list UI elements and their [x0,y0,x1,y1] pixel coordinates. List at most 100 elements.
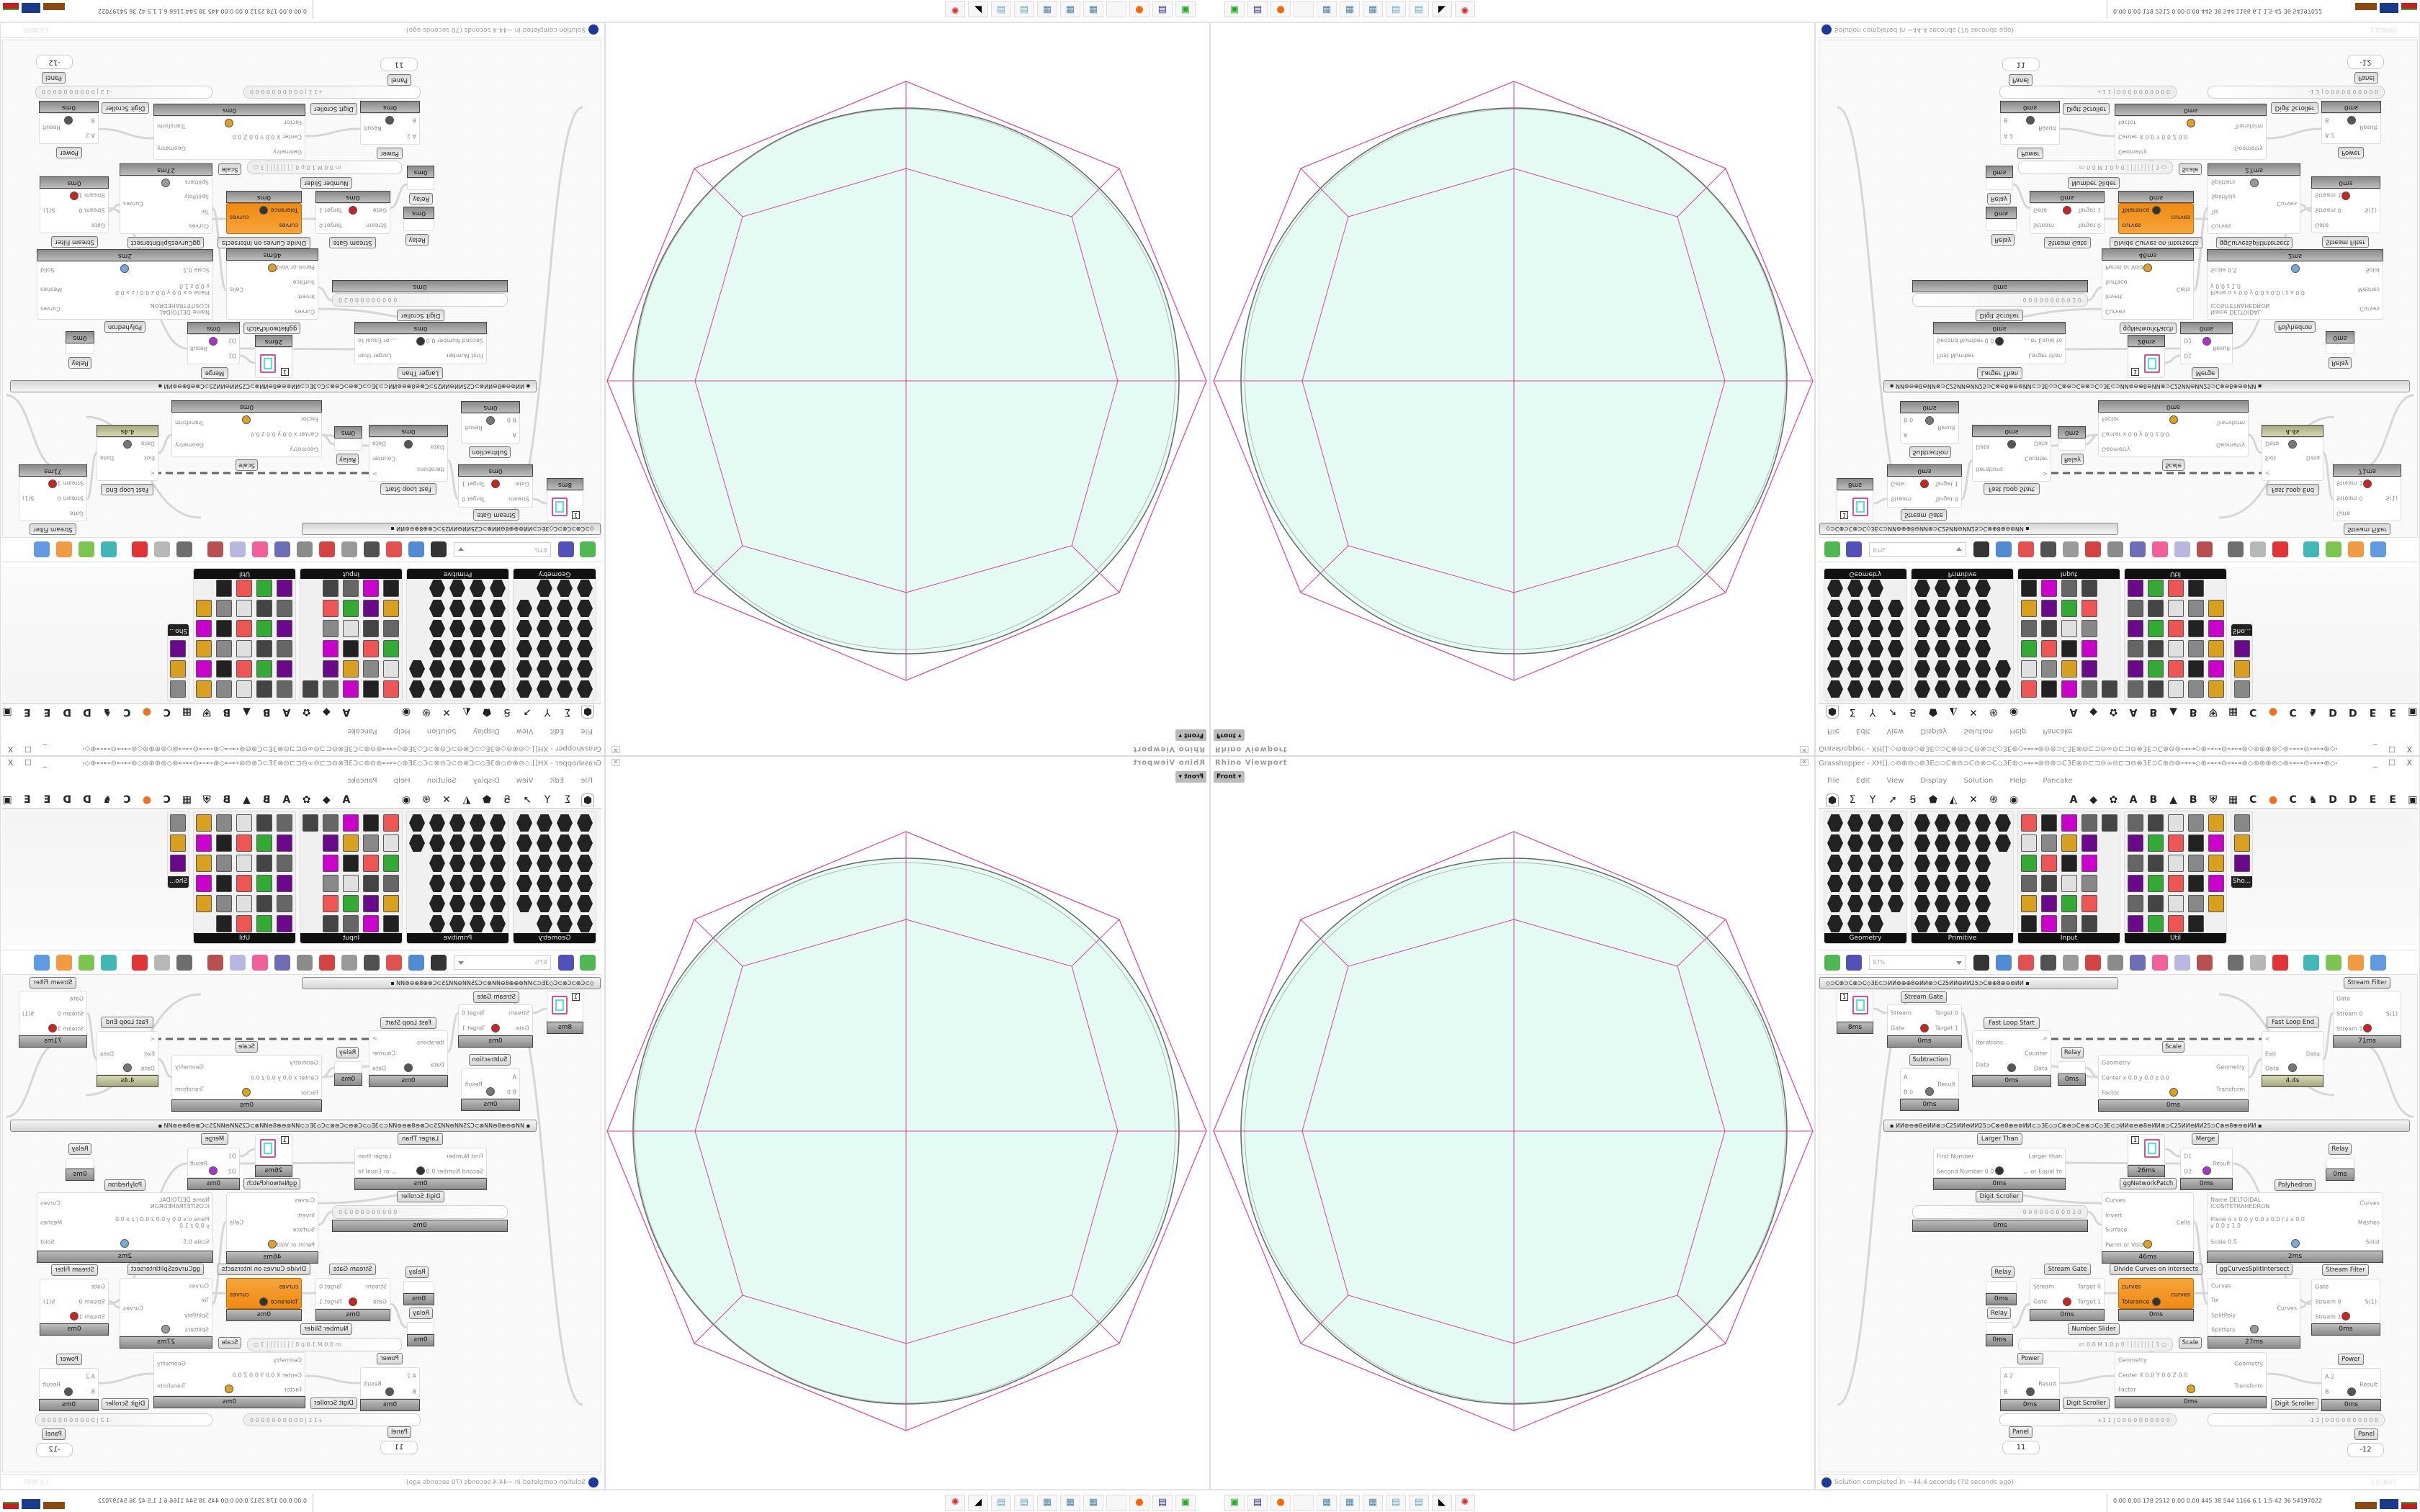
relay-label[interactable]: Relay [1987,193,2011,204]
tab-icon[interactable]: ◭ [1949,794,1958,806]
input-param[interactable]: < [150,469,155,477]
output-param[interactable]: Result [364,1380,382,1387]
output-param[interactable]: Transform [157,122,186,130]
output-param[interactable]: Solid [2365,267,2380,274]
larger-than-component[interactable]: First Number Second Number 0.0 Larger than… [354,334,487,364]
input-param[interactable]: Factor [2118,119,2136,126]
output-param[interactable]: Cells [2176,1219,2190,1226]
input-param[interactable]: Data [140,1065,155,1072]
input-param[interactable]: Gate [1891,480,1905,487]
input-param[interactable]: A [512,1074,516,1080]
ribbon-component-icon[interactable] [2128,855,2143,872]
input-param[interactable]: Splitters [2211,179,2236,186]
tab-icon[interactable]: ➚ [1888,794,1897,806]
input-param[interactable]: A 2 [2325,132,2335,139]
input-param[interactable]: SplitPoly [2211,193,2236,200]
stream-gate-label[interactable]: Stream Gate [473,509,519,521]
ribbon-component-icon[interactable] [2148,834,2164,852]
menu-view[interactable]: View [1886,777,1904,785]
ribbon-component-icon[interactable] [2148,915,2164,932]
input-param[interactable]: Surface [2105,279,2128,286]
input-param[interactable]: Curves [189,222,209,230]
input-param[interactable]: Perim or Void [2105,264,2144,271]
relay-component[interactable] [407,178,434,190]
ribbon-component-icon[interactable] [2128,834,2143,852]
fast-loop-end-component[interactable]: < Exit Data Data [2262,1031,2323,1075]
stream-gate-component[interactable]: Stream Gate Target 0 Target 1 [2030,1278,2105,1309]
output-param[interactable]: Target 1 [319,207,343,214]
ggnetworkpatch-component[interactable]: Curves Invert Surface Perim or Void Cells [226,1192,318,1251]
output-param[interactable]: S(1) [2385,495,2398,502]
input-param[interactable]: Curves [2211,222,2231,230]
rhino-viewport[interactable]: Rhino Viewport ✕ Front ▾ [1210,22,1815,756]
input-param[interactable]: Data [2265,1065,2280,1072]
relay-label[interactable]: Relay [2329,1143,2352,1155]
divide-curves-on-intersects-label[interactable]: Divide Curves on Intersects [2110,1264,2202,1275]
stream-filter-label[interactable]: Stream Filter [51,1264,98,1276]
ribbon-component-icon[interactable] [2061,895,2077,912]
red-gear-icon[interactable]: ✺ [1455,1495,1475,1511]
input-param[interactable]: Gate [69,510,84,517]
ribbon-component-icon[interactable] [2188,875,2204,892]
ribbon-component-icon[interactable] [2148,855,2164,872]
input-param[interactable]: SplitPoly [184,1312,209,1319]
ribbon-category-label[interactable]: Primitive [1912,933,2013,943]
output-param[interactable]: ... or Equal to [358,1168,397,1174]
notepad-icon[interactable]: ▤ [1386,1,1406,17]
power-label[interactable]: Power [2338,147,2364,158]
stream-filter-label[interactable]: Stream Filter [2322,1264,2369,1276]
stream-gate-label[interactable]: Stream Gate [473,991,519,1003]
subtraction-label[interactable]: Subtraction [469,1054,511,1066]
drive-icon[interactable]: ▣ [1175,1,1196,17]
divide-curves-on-intersects-label[interactable]: Divide Curves on Intersects [2110,237,2202,248]
drive-icon[interactable]: ▣ [1224,1495,1245,1511]
ribbon-component-icon[interactable] [1888,834,1904,852]
input-param[interactable]: Stream [508,1009,529,1017]
digit-scroller-label[interactable]: Digit Scroller [2271,102,2318,114]
ribbon-component-icon[interactable] [1888,855,1904,872]
panel-label[interactable]: Panel [2354,1428,2378,1440]
search-icon[interactable] [2130,955,2146,971]
ggcurvessplitintersect-component[interactable]: Curves Tol SplitPoly Splitters Curves [2208,1278,2300,1336]
subtraction-label[interactable]: Subtraction [1909,446,1951,458]
output-param[interactable]: curves [230,215,249,221]
input-param[interactable]: Factor [300,415,319,423]
calculator-icon[interactable]: ▦ [1083,1,1103,17]
output-param[interactable]: Curves [2277,1305,2297,1311]
output-param[interactable]: S(1) [2385,1010,2398,1017]
drive-icon[interactable]: ▣ [1175,1495,1196,1511]
scale-label[interactable]: Scale [236,1041,258,1053]
input-param[interactable]: D1 [2184,1153,2192,1159]
input-param[interactable]: Gate [2315,1283,2329,1290]
preview-component[interactable]: 1 [2128,347,2165,378]
tab-icon[interactable]: Y [1869,794,1876,806]
input-param[interactable]: Data [1976,444,1990,451]
calculator-icon[interactable]: ▦ [1037,1,1057,17]
input-param[interactable]: Stream 0 [57,1010,84,1017]
panel-widget[interactable]: -12 [2347,55,2384,69]
input-param[interactable]: SplitPoly [2211,1312,2236,1319]
subtraction-label[interactable]: Subtraction [1909,1054,1951,1066]
output-param[interactable]: Geometry [175,442,204,449]
ribbon-component-icon[interactable] [2168,915,2184,932]
ribbon-component-icon[interactable] [2234,814,2250,832]
ggcurvessplitintersect-component[interactable]: Curves Tol SplitPoly Splitters Curves [120,1278,212,1336]
ribbon-component-icon[interactable] [1935,915,1950,932]
input-param[interactable]: A 2 [85,1373,95,1380]
inkscape-icon[interactable]: ◣ [968,1495,988,1511]
preview-component[interactable]: 1 [255,347,292,378]
chevron-down-icon[interactable] [1956,961,1962,965]
ribbon-component-icon[interactable] [1935,875,1950,892]
input-param[interactable]: B [412,117,417,124]
menu-help[interactable]: Help [2009,777,2027,785]
input-param[interactable]: Gate [372,207,387,214]
stream-filter-label[interactable]: Stream Filter [2344,977,2390,989]
input-param[interactable]: Stream 1 [2315,1313,2341,1320]
scale-label[interactable]: Scale [218,163,241,175]
tab-letter[interactable]: C [2289,794,2297,806]
output-param[interactable]: Geometry [2216,1063,2245,1070]
merge-label[interactable]: Merge [2192,367,2219,379]
input-param[interactable]: B [2325,117,2329,124]
input-param[interactable]: Stream 1 [2336,480,2363,487]
power-label[interactable]: Power [377,148,403,159]
